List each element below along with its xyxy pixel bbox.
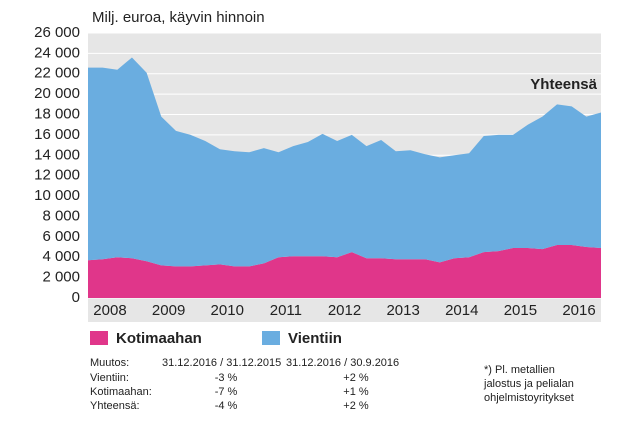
y-tick-label: 0 xyxy=(72,289,80,306)
y-tick-label: 8 000 xyxy=(42,207,80,224)
legend-swatch xyxy=(90,331,108,345)
y-tick-label: 2 000 xyxy=(42,269,80,286)
table-header: 31.12.2016 / 30.9.2016 xyxy=(286,357,399,369)
legend-label: Vientiin xyxy=(288,330,342,347)
table-header: 31.12.2016 / 31.12.2015 xyxy=(162,357,281,369)
x-tick-label: 2013 xyxy=(386,302,419,319)
legend-swatch xyxy=(262,331,280,345)
y-tick-label: 10 000 xyxy=(34,187,80,204)
table-cell: +2 % xyxy=(343,372,369,384)
y-tick-label: 16 000 xyxy=(34,126,80,143)
y-tick-label: 4 000 xyxy=(42,248,80,265)
x-tick-label: 2015 xyxy=(504,302,537,319)
footnote: ohjelmistoyritykset xyxy=(484,392,574,404)
y-tick-label: 18 000 xyxy=(34,106,80,123)
table-cell: Yhteensä: xyxy=(90,400,140,412)
x-tick-label: 2016 xyxy=(562,302,595,319)
footnote: *) Pl. metallien xyxy=(484,364,555,376)
table-header: Muutos: xyxy=(90,357,129,369)
y-tick-label: 26 000 xyxy=(34,24,80,41)
area xyxy=(88,57,601,267)
y-tick-label: 12 000 xyxy=(34,167,80,184)
y-tick-label: 6 000 xyxy=(42,228,80,245)
x-tick-label: 2008 xyxy=(93,302,126,319)
table-cell: -4 % xyxy=(215,400,238,412)
annotation: Yhteensä xyxy=(530,76,597,93)
table-cell: +1 % xyxy=(343,386,369,398)
table-cell: Vientiin: xyxy=(90,372,129,384)
y-tick-label: 14 000 xyxy=(34,146,80,163)
x-tick-label: 2011 xyxy=(270,302,302,319)
table-cell: +2 % xyxy=(343,400,369,412)
x-tick-label: 2009 xyxy=(152,302,185,319)
x-tick-label: 2012 xyxy=(328,302,361,319)
table-cell: -3 % xyxy=(215,372,238,384)
y-tick-label: 20 000 xyxy=(34,85,80,102)
y-tick-label: 22 000 xyxy=(34,65,80,82)
table-cell: Kotimaahan: xyxy=(90,386,152,398)
area xyxy=(88,245,601,298)
footnote: jalostus ja pelialan xyxy=(483,378,574,390)
x-tick-label: 2010 xyxy=(211,302,244,319)
y-tick-label: 24 000 xyxy=(34,44,80,61)
legend-label: Kotimaahan xyxy=(116,330,202,347)
axis-label: Milj. euroa, käyvin hinnoin xyxy=(92,9,265,26)
x-tick-label: 2014 xyxy=(445,302,478,319)
table-cell: -7 % xyxy=(215,386,238,398)
